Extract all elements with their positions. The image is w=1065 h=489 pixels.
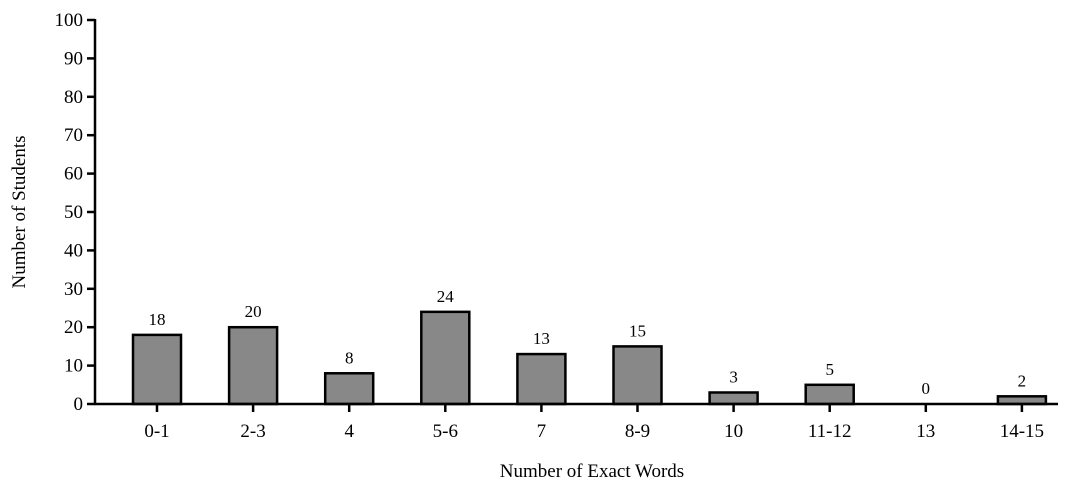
data-label: 0 xyxy=(922,379,931,398)
x-tick-label: 5-6 xyxy=(433,421,458,442)
bars xyxy=(131,310,1048,406)
x-axis-title: Number of Exact Words xyxy=(500,461,684,482)
bar xyxy=(804,383,855,406)
data-label: 18 xyxy=(149,310,166,329)
bar xyxy=(612,345,663,406)
y-tick-label: 50 xyxy=(64,202,83,223)
x-tick-label: 10 xyxy=(724,421,743,442)
y-tick-label: 40 xyxy=(64,240,83,261)
data-label: 20 xyxy=(245,302,262,321)
y-tick-label: 0 xyxy=(74,394,84,415)
bar xyxy=(131,333,183,406)
bar xyxy=(516,352,567,406)
data-label: 15 xyxy=(629,321,646,340)
y-tick-label: 60 xyxy=(64,164,83,185)
x-tick-label: 13 xyxy=(916,421,935,442)
y-axis-ticks: 0 10 20 30 40 50 60 70 80 90 100 xyxy=(55,10,95,415)
data-label: 24 xyxy=(437,287,455,306)
x-tick-label: 8-9 xyxy=(625,421,650,442)
data-label: 5 xyxy=(825,360,834,379)
x-tick-label: 14-15 xyxy=(1000,421,1044,442)
data-label: 3 xyxy=(729,367,738,386)
data-label: 2 xyxy=(1018,371,1027,390)
y-axis-title: Number of Students xyxy=(9,135,30,288)
x-tick-label: 4 xyxy=(344,421,354,442)
y-tick-label: 20 xyxy=(64,317,83,338)
data-labels: 18 20 8 24 13 15 3 5 0 2 xyxy=(149,287,1027,398)
bar xyxy=(420,310,471,406)
data-label: 8 xyxy=(345,348,354,367)
bar xyxy=(708,391,759,406)
x-axis-ticks: 0-1 2-3 4 5-6 7 8-9 10 11-12 13 14-15 xyxy=(144,404,1044,442)
y-tick-label: 10 xyxy=(64,356,83,377)
y-tick-label: 90 xyxy=(64,48,83,69)
y-tick-label: 30 xyxy=(64,279,83,300)
x-tick-label: 11-12 xyxy=(808,421,852,442)
y-tick-label: 100 xyxy=(55,10,84,31)
x-tick-label: 2-3 xyxy=(240,421,265,442)
y-tick-label: 70 xyxy=(64,125,83,146)
x-tick-label: 7 xyxy=(537,421,547,442)
bar xyxy=(227,325,279,406)
x-tick-label: 0-1 xyxy=(144,421,169,442)
y-tick-label: 80 xyxy=(64,87,83,108)
bar xyxy=(323,372,375,406)
data-label: 13 xyxy=(533,329,550,348)
